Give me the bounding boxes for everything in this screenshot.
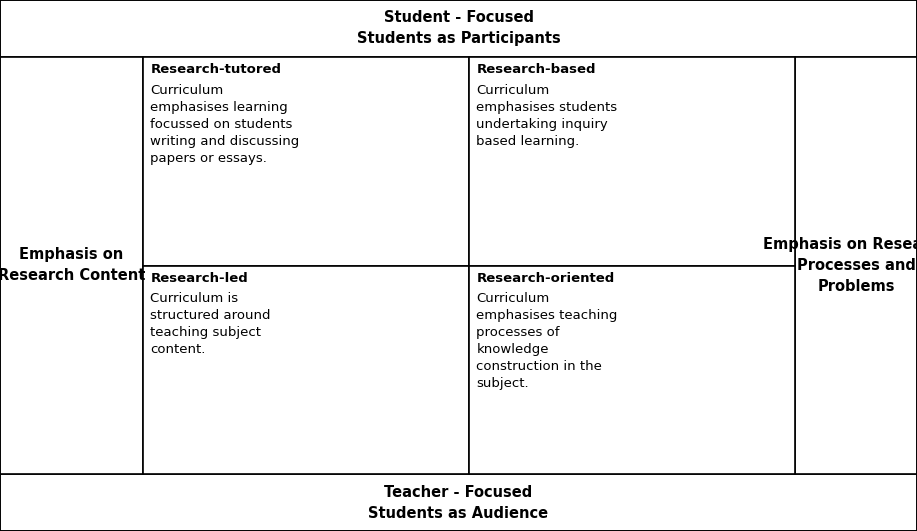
Bar: [469, 266, 795, 474]
Text: Research-led: Research-led: [150, 272, 249, 285]
Text: Curriculum
emphasises teaching
processes of
knowledge
construction in the
subjec: Curriculum emphasises teaching processes…: [477, 292, 618, 390]
Text: Emphasis on Research
Processes and
Problems: Emphasis on Research Processes and Probl…: [763, 237, 917, 294]
Text: Research-oriented: Research-oriented: [477, 272, 614, 285]
Bar: [0, 0, 917, 57]
Bar: [469, 57, 795, 266]
Text: Student - Focused
Students as Participants: Student - Focused Students as Participan…: [357, 11, 560, 47]
Text: Emphasis on
Research Content: Emphasis on Research Content: [0, 247, 145, 284]
Bar: [143, 266, 469, 474]
Text: Teacher - Focused
Students as Audience: Teacher - Focused Students as Audience: [369, 484, 548, 520]
Bar: [795, 57, 917, 474]
Text: Curriculum is
structured around
teaching subject
content.: Curriculum is structured around teaching…: [150, 292, 271, 356]
Bar: [0, 474, 917, 531]
Text: Curriculum
emphasises students
undertaking inquiry
based learning.: Curriculum emphasises students undertaki…: [477, 83, 617, 148]
Text: Curriculum
emphasises learning
focussed on students
writing and discussing
paper: Curriculum emphasises learning focussed …: [150, 83, 300, 165]
Text: Research-tutored: Research-tutored: [150, 63, 282, 76]
Bar: [143, 57, 469, 266]
Bar: [0, 57, 143, 474]
Text: Research-based: Research-based: [477, 63, 596, 76]
